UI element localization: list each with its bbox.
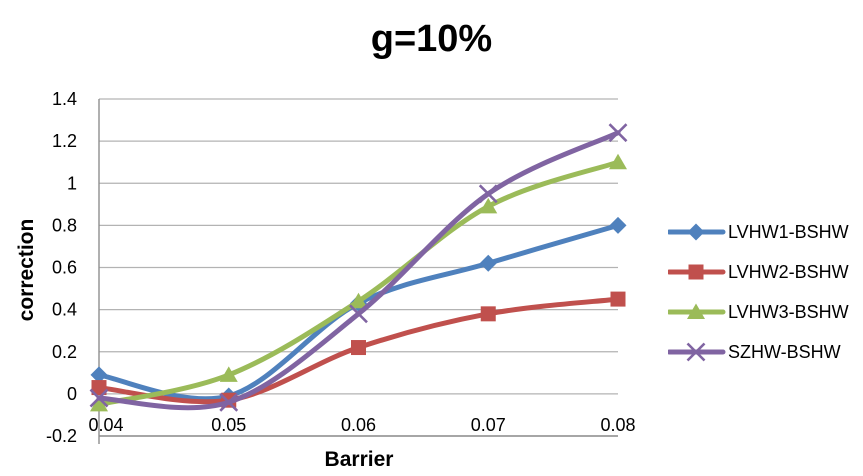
marker-diamond	[479, 254, 497, 272]
y-tick-label: 0	[67, 384, 77, 404]
y-tick-label: -0.2	[46, 426, 77, 446]
marker-square	[351, 340, 366, 356]
x-tick-label: 0.08	[600, 415, 635, 435]
marker-x	[89, 388, 109, 408]
legend-label: LVHW1-BSHW	[728, 221, 849, 242]
series-SZHW-BSHW	[89, 123, 628, 412]
marker-square	[610, 291, 626, 307]
gridlines	[99, 98, 618, 437]
marker-square	[688, 264, 704, 280]
legend-marker-x-icon	[668, 342, 726, 362]
legend-label: SZHW-BSHW	[728, 341, 841, 362]
marker-triangle	[609, 153, 627, 170]
marker-x	[686, 342, 706, 362]
x-axis-title: Barrier	[324, 448, 394, 471]
y-tick-label: 0.2	[52, 342, 77, 362]
marker-triangle	[479, 197, 498, 214]
marker-triangle	[349, 292, 368, 309]
marker-square	[480, 306, 496, 322]
marker-diamond	[687, 223, 705, 241]
series-line-SZHW-BSHW	[96, 130, 621, 411]
y-tick-label: 1.4	[52, 89, 77, 109]
chart-title: g=10%	[370, 18, 493, 60]
marker-x	[349, 304, 368, 324]
marker-square	[91, 380, 107, 396]
marker-triangle	[90, 395, 108, 412]
y-axis-title: correction	[15, 218, 38, 322]
legend-item: LVHW3-BSHW	[668, 292, 849, 332]
tick-labels: -0.2 0 0.2 0.4 0.6 0.8 1 1.2 1.4 0.04 0.05 0.06 0.07…	[46, 89, 636, 446]
series-LVHW3-BSHW	[90, 153, 627, 412]
y-tick-label: 0.8	[52, 215, 77, 235]
legend: LVHW1-BSHW LVHW2-BSHW LVHW3-BSHW SZHW-BS…	[668, 212, 849, 372]
marker-triangle	[219, 366, 238, 382]
marker-triangle	[687, 303, 705, 319]
marker-x	[219, 392, 239, 412]
x-tick-label: 0.07	[471, 415, 506, 435]
x-tick-label: 0.04	[88, 415, 123, 435]
legend-item: SZHW-BSHW	[668, 332, 849, 372]
x-tick-label: 0.06	[341, 415, 376, 435]
marker-diamond	[609, 216, 627, 234]
legend-marker-diamond-icon	[668, 223, 726, 241]
legend-item: LVHW1-BSHW	[668, 212, 849, 252]
legend-marker-square-icon	[668, 264, 726, 280]
legend-label: LVHW3-BSHW	[728, 301, 849, 322]
legend-label: LVHW2-BSHW	[728, 261, 849, 282]
marker-diamond	[90, 366, 108, 384]
y-tick-label: 1.2	[52, 131, 77, 151]
legend-marker-triangle-icon	[668, 303, 726, 319]
y-tick-label: 1	[67, 173, 77, 193]
legend-item: LVHW2-BSHW	[668, 252, 849, 292]
marker-x	[478, 184, 498, 204]
x-tick-label: 0.05	[211, 415, 246, 435]
marker-x	[608, 123, 628, 143]
y-tick-label: 0.4	[52, 300, 77, 320]
series-line-LVHW3-BSHW	[96, 159, 621, 407]
y-tick-label: 0.6	[52, 258, 77, 278]
